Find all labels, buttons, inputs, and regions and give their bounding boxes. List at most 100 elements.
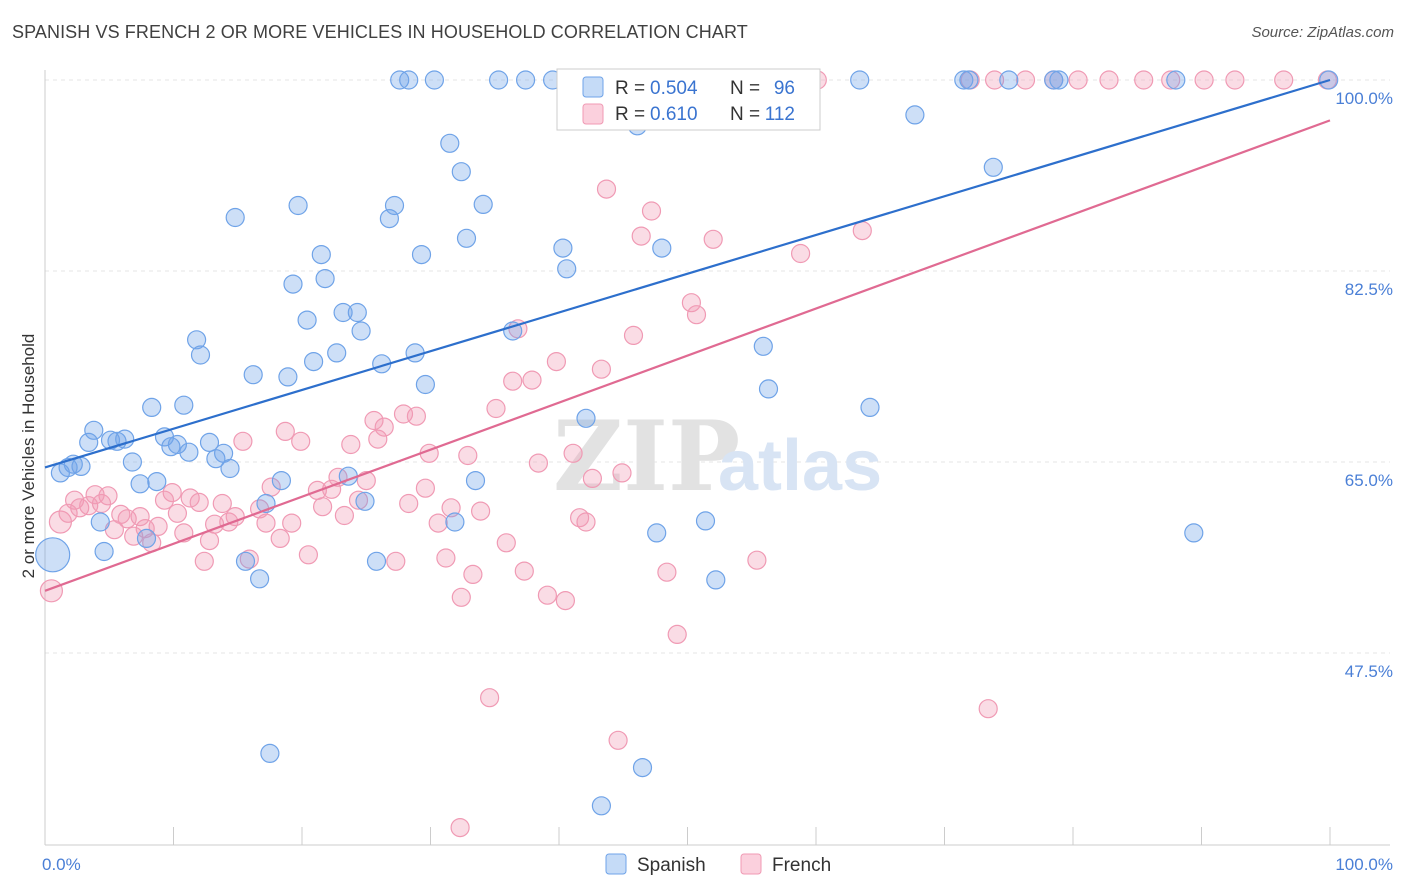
french-point-63 <box>480 688 500 708</box>
spanish-point-77 <box>695 511 716 531</box>
french-point-24 <box>199 530 220 551</box>
legend-n-label-spanish: N = <box>730 78 760 99</box>
french-point-22 <box>189 492 209 512</box>
legend-box: R = 0.504 N = 96 R = 0.610 N = 112 <box>556 68 821 131</box>
french-point-50 <box>386 551 406 571</box>
spanish-point-39 <box>311 245 331 265</box>
spanish-point-86 <box>954 70 974 90</box>
french-point-101 <box>1194 70 1214 90</box>
spanish-point-34 <box>278 367 298 387</box>
spanish-point-58 <box>445 512 465 532</box>
spanish-point-95 <box>260 743 280 764</box>
spanish-point-62 <box>473 194 493 214</box>
legend-r-value-spanish: 0.504 <box>650 78 698 99</box>
axes <box>44 70 1390 846</box>
spanish-point-5 <box>79 432 99 452</box>
spanish-point-67 <box>553 238 573 258</box>
spanish-point-7 <box>90 512 110 532</box>
spanish-point-31 <box>250 569 270 589</box>
spanish-point-68 <box>557 259 577 279</box>
french-point-8 <box>98 486 118 506</box>
spanish-point-69 <box>576 408 596 428</box>
spanish-point-44 <box>347 302 367 323</box>
french-point-52 <box>399 493 419 514</box>
spanish-point-87 <box>959 70 979 90</box>
french-point-36 <box>282 513 302 533</box>
french-point-37 <box>291 431 311 451</box>
french-point-35 <box>275 421 295 441</box>
french-point-60 <box>458 445 478 466</box>
bottom-legend-swatch-french <box>740 853 762 875</box>
french-point-38 <box>298 545 318 565</box>
spanish-point-90 <box>1044 70 1064 90</box>
spanish-point-9 <box>100 430 121 450</box>
spanish-point-38 <box>304 352 324 372</box>
french-point-61 <box>463 564 483 585</box>
spanish-point-56 <box>424 70 444 90</box>
spanish-point-88 <box>983 157 1003 177</box>
spanish-point-19 <box>167 434 187 455</box>
french-point-89 <box>703 229 723 249</box>
french-points <box>39 70 1338 838</box>
spanish-point-6 <box>84 420 104 440</box>
spanish-point-10 <box>107 431 127 451</box>
spanish-point-61 <box>465 471 486 491</box>
spanish-point-4 <box>71 456 91 476</box>
french-point-45 <box>348 490 369 510</box>
french-point-81 <box>612 463 632 483</box>
french-point-73 <box>555 590 576 611</box>
french-point-91 <box>790 243 811 264</box>
spanish-point-37 <box>297 310 317 330</box>
french-point-84 <box>641 201 662 221</box>
y-tick-label-2: 82.5% <box>1345 280 1393 299</box>
french-point-72 <box>546 352 567 372</box>
french-point-92 <box>852 221 872 241</box>
spanish-point-73 <box>632 757 653 778</box>
french-point-97 <box>1068 70 1088 90</box>
french-point-57 <box>436 548 456 568</box>
legend-swatch-french <box>582 103 604 125</box>
french-point-69 <box>522 370 542 390</box>
x-tick-label-0: 0.0% <box>42 855 81 874</box>
french-point-66 <box>503 371 523 391</box>
french-point-68 <box>514 561 534 581</box>
bottom-legend-french: French <box>772 855 831 876</box>
legend-r-label-french: R = <box>615 104 645 125</box>
spanish-point-52 <box>399 70 419 90</box>
spanish-point-33 <box>271 471 291 491</box>
french-point-78 <box>591 359 612 379</box>
legend-n-value-spanish: 96 <box>774 78 795 99</box>
french-point-32 <box>256 513 276 533</box>
x-tick-labels: 0.0% 100.0% <box>42 855 1393 874</box>
spanish-point-63 <box>489 70 509 90</box>
spanish-point-84 <box>860 397 880 417</box>
spanish-trendline <box>44 78 1331 469</box>
bottom-legend-spanish: Spanish <box>637 855 706 876</box>
spanish-point-93 <box>1184 523 1204 543</box>
french-point-99 <box>1134 70 1154 90</box>
french-point-70 <box>528 453 549 473</box>
spanish-point-85 <box>905 105 925 125</box>
y-axis-label: 2 or more Vehicles in Household <box>19 334 38 579</box>
watermark-zip: ZIP <box>553 400 740 513</box>
french-point-90 <box>747 550 767 570</box>
spanish-point-64 <box>503 321 523 341</box>
french-point-59 <box>451 587 471 607</box>
french-point-79 <box>596 179 617 199</box>
legend-n-value-french: 112 <box>765 104 795 125</box>
legend-r-label-spanish: R = <box>615 78 645 99</box>
french-point-58 <box>441 498 461 518</box>
spanish-point-24 <box>199 432 220 452</box>
french-point-111 <box>978 699 998 719</box>
spanish-point-23 <box>190 345 211 365</box>
spanish-point-41 <box>327 343 347 363</box>
french-point-62 <box>471 501 491 521</box>
trendlines <box>44 78 1331 592</box>
spanish-point-20 <box>174 395 194 415</box>
spanish-point-74 <box>647 523 667 543</box>
french-point-54 <box>415 478 435 498</box>
french-point-16 <box>148 516 168 537</box>
spanish-point-89 <box>999 70 1019 90</box>
french-point-23 <box>194 551 214 571</box>
spanish-point-35 <box>283 274 303 294</box>
